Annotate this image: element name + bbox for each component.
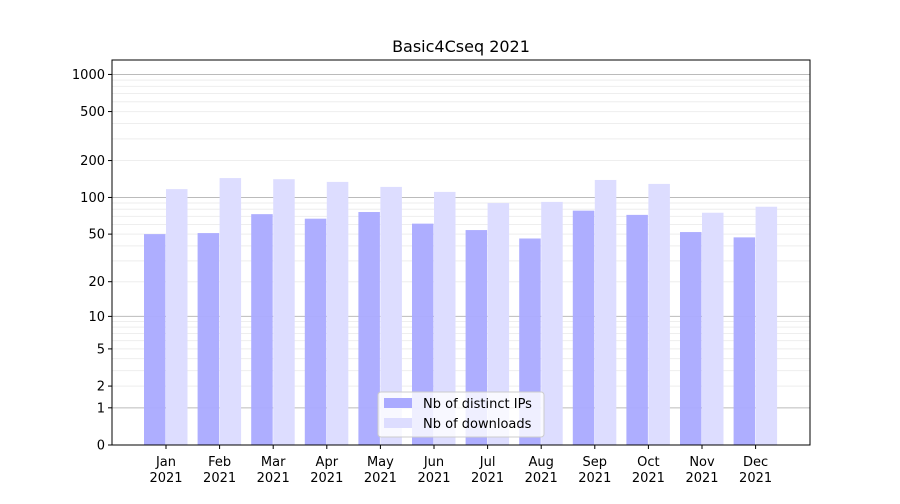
legend-swatch xyxy=(384,398,412,408)
y-tick-label: 500 xyxy=(80,105,105,120)
y-tick-label: 1 xyxy=(97,401,105,416)
x-tick-label: 2021 xyxy=(525,471,558,486)
bar-ips xyxy=(626,214,648,445)
x-tick-label: Feb xyxy=(208,455,231,470)
y-tick-label: 2 xyxy=(97,380,105,395)
y-tick-label: 200 xyxy=(80,154,105,169)
x-tick-label: Nov xyxy=(689,455,715,470)
bar-downloads xyxy=(326,181,349,445)
x-tick-label: 2021 xyxy=(739,471,772,486)
y-tick-label: 100 xyxy=(80,191,105,206)
x-tick-label: Aug xyxy=(529,455,554,470)
plot-frame xyxy=(111,59,811,446)
y-tick-label: 10 xyxy=(88,310,105,325)
bar-ips xyxy=(572,210,595,445)
bar-ips xyxy=(304,218,327,445)
bar-ips xyxy=(197,233,220,445)
y-tick-label: 1000 xyxy=(72,68,105,83)
bar-downloads xyxy=(273,179,295,445)
chart-title: Basic4Cseq 2021 xyxy=(392,37,530,56)
y-tick-label: 50 xyxy=(88,228,105,243)
bar-ips xyxy=(144,234,166,445)
x-tick-label: Jan xyxy=(155,455,176,470)
x-tick-label: Apr xyxy=(316,455,339,470)
y-tick-label: 20 xyxy=(88,275,105,290)
bar-ips xyxy=(251,214,273,445)
y-tick-label: 0 xyxy=(97,439,105,454)
bar-downloads xyxy=(541,201,563,445)
bar-downloads xyxy=(702,212,724,445)
x-tick-label: Mar xyxy=(261,455,286,470)
y-tick-label: 5 xyxy=(97,342,105,357)
x-tick-label: May xyxy=(367,455,394,470)
bar-ips xyxy=(465,230,488,445)
bar-downloads xyxy=(166,189,188,445)
bar-downloads xyxy=(648,183,670,446)
x-tick-label: Dec xyxy=(743,455,768,470)
x-tick-label: 2021 xyxy=(471,471,504,486)
bar-ips xyxy=(358,212,380,445)
x-tick-label: Oct xyxy=(637,455,659,470)
x-tick-label: 2021 xyxy=(578,471,611,486)
bar-downloads xyxy=(434,191,456,445)
x-tick-label: Jul xyxy=(479,455,496,470)
bar-downloads xyxy=(219,178,242,445)
bar-downloads xyxy=(380,186,402,445)
bar-ips xyxy=(680,232,702,445)
x-tick-label: 2021 xyxy=(203,471,236,486)
legend-label: Nb of downloads xyxy=(423,417,532,432)
x-tick-label: 2021 xyxy=(149,471,182,486)
x-tick-label: 2021 xyxy=(632,471,665,486)
x-tick-label: 2021 xyxy=(685,471,718,486)
legend-box xyxy=(377,391,545,438)
x-tick-label: 2021 xyxy=(364,471,397,486)
bar-ips xyxy=(733,237,756,445)
x-tick-label: 2021 xyxy=(417,471,450,486)
bar-ips xyxy=(412,223,434,445)
x-tick-label: 2021 xyxy=(310,471,343,486)
x-tick-label: 2021 xyxy=(257,471,290,486)
bar-downloads xyxy=(594,179,617,445)
bar-downloads xyxy=(487,203,510,445)
x-tick-label: Sep xyxy=(583,455,608,470)
legend-swatch xyxy=(384,418,412,428)
legend-label: Nb of distinct IPs xyxy=(423,397,532,412)
bar-downloads xyxy=(755,206,778,445)
x-tick-label: Jun xyxy=(423,455,444,470)
